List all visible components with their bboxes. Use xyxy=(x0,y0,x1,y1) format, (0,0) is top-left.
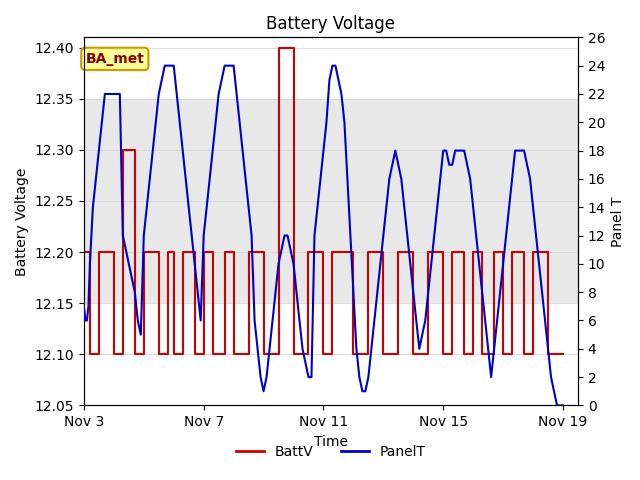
X-axis label: Time: Time xyxy=(314,435,348,449)
Y-axis label: Panel T: Panel T xyxy=(611,196,625,247)
Title: Battery Voltage: Battery Voltage xyxy=(266,15,396,33)
Bar xyxy=(84,99,578,303)
Y-axis label: Battery Voltage: Battery Voltage xyxy=(15,167,29,276)
Legend: BattV, PanelT: BattV, PanelT xyxy=(230,440,431,465)
Text: BA_met: BA_met xyxy=(85,52,144,66)
